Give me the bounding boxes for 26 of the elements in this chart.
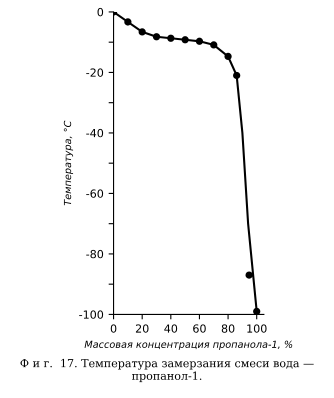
y-tick-label: -20 [86,68,104,77]
point [224,52,232,60]
y-tick-label: -100 [79,310,104,319]
y-axis-title: Температура, °С [64,120,74,206]
point [138,28,146,36]
x-tick-label: 60 [193,324,206,333]
point [210,41,218,49]
x-tick-label: 0 [110,324,116,333]
point [245,271,253,279]
x-axis-title: Массовая концентрация пропанола-1, % [84,340,292,350]
point [124,18,132,26]
y-tick-label: -40 [86,128,104,138]
point [152,33,160,40]
point [181,36,189,44]
x-tick-label: 100 [247,324,267,333]
point [196,38,204,45]
point [253,308,260,314]
text: Ф и г. 17. Температура замерзания смеси вода — пропанол-1. [20,358,314,382]
x-tick-label: 20 [136,324,149,333]
point [233,72,240,80]
y-tick-label: -80 [86,250,104,258]
x-tick-label: 80 [222,324,234,333]
x-tick-label: 40 [164,324,178,333]
point [167,34,174,42]
y-tick-label: 0 [98,8,104,16]
y-tick-label: -60 [86,189,104,198]
